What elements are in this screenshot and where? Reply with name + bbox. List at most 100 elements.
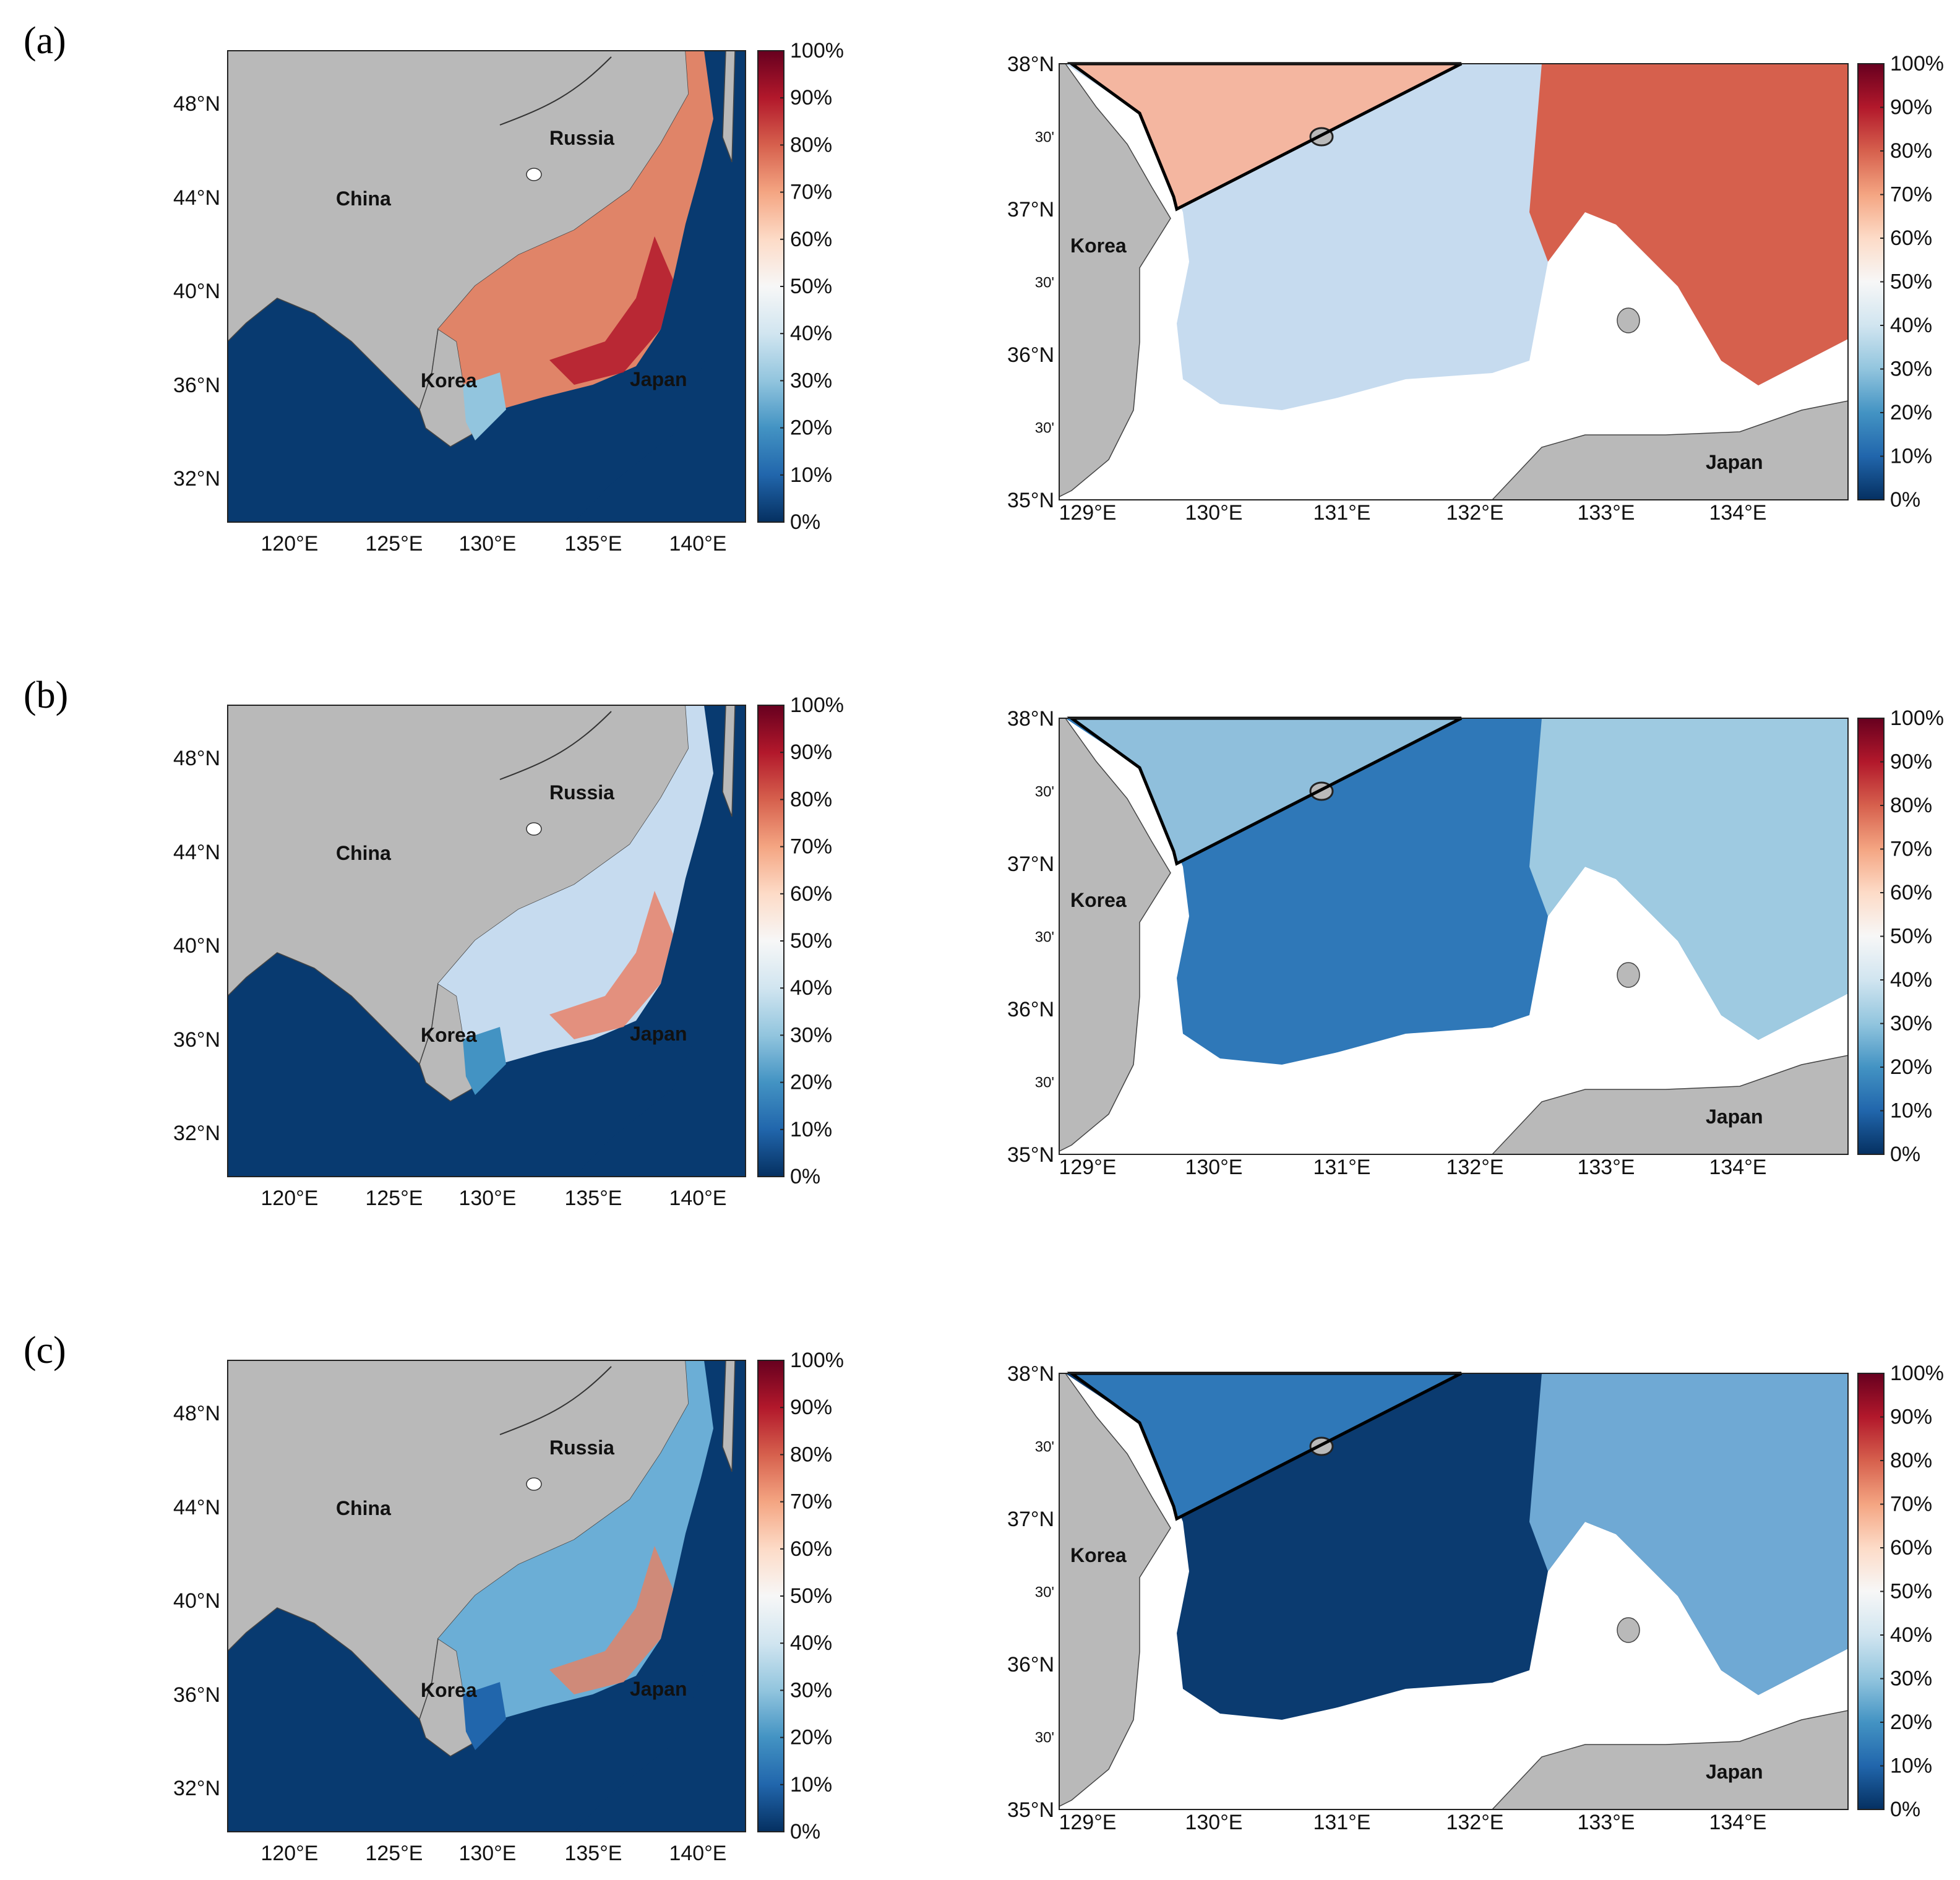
overview-lon-tick: 140°E: [669, 1842, 726, 1865]
zoom-lat-tick: 37°N: [1007, 1508, 1054, 1531]
zoom-colorbar: [1857, 718, 1885, 1155]
lake-khanka: [526, 168, 542, 181]
zoom-lat-tick: 30': [1035, 929, 1054, 946]
overview-place-china: China: [336, 842, 391, 864]
zoom-frame: [1059, 1373, 1849, 1810]
river-line: [499, 1366, 612, 1435]
zoom-lon-tick: 134°E: [1709, 1156, 1766, 1179]
zoom-colorbar-label: 90%: [1890, 1406, 1932, 1429]
overview-lat-tick: 40°N: [173, 1589, 220, 1613]
zoom-colorbar-label: 70%: [1890, 183, 1932, 207]
overview-colorbar-label: 60%: [790, 228, 832, 251]
overview-colorbar-label: 0%: [790, 510, 820, 534]
panel-label: (a): [24, 20, 66, 62]
zoom-colorbar-label: 30%: [1890, 1012, 1932, 1036]
zoom-colorbar-label: 10%: [1890, 1754, 1932, 1778]
overview-colorbar-label: 80%: [790, 1443, 832, 1466]
overview-colorbar-label: 70%: [790, 1490, 832, 1514]
zoom-colorbar-label: 60%: [1890, 881, 1932, 904]
zoom-colorbar-label: 20%: [1890, 1055, 1932, 1079]
zoom-frame: [1059, 718, 1849, 1155]
east-sea-southwest: [463, 1682, 506, 1750]
overview-colorbar: [757, 1360, 784, 1832]
zoom-lon-tick: 134°E: [1709, 501, 1766, 525]
overview-colorbar-label: 100%: [790, 39, 844, 62]
zoom-east-region: [1529, 718, 1848, 1040]
overview-colorbar-label: 40%: [790, 1631, 832, 1655]
panel-b: (b) Russia China Korea Japan 48°N 44°N 40°N 36°N…: [24, 674, 1944, 1210]
overview-place-russia: Russia: [549, 1436, 614, 1459]
zoom-colorbar-label: 50%: [1890, 925, 1932, 948]
zoom-lon-tick: 131°E: [1313, 1811, 1370, 1834]
overview-colorbar-label: 70%: [790, 835, 832, 859]
zoom-colorbar: [1857, 63, 1885, 500]
overview-place-japan: Japan: [630, 368, 687, 390]
overview-lat-tick: 48°N: [173, 1402, 220, 1425]
overview-lat-tick: 32°N: [173, 467, 220, 491]
zoom-colorbar: [1857, 1373, 1885, 1810]
overview-lon-tick: 120°E: [260, 532, 318, 556]
zoom-lat-tick: 38°N: [1007, 53, 1054, 76]
east-sea-accent: [549, 1546, 673, 1694]
zoom-island-oki: [1617, 1617, 1640, 1643]
overview-colorbar: [757, 705, 784, 1177]
overview-lat-tick: 44°N: [173, 186, 220, 210]
overview-place-china: China: [336, 187, 391, 210]
overview-colorbar-label: 50%: [790, 929, 832, 953]
overview-colorbar: [757, 50, 784, 523]
zoom-colorbar-label: 20%: [1890, 401, 1932, 424]
overview-place-korea: Korea: [421, 1679, 477, 1701]
overview-lon-tick: 135°E: [564, 532, 622, 556]
overview-lat-tick: 44°N: [173, 1496, 220, 1519]
zoom-place-korea: Korea: [1070, 1544, 1127, 1566]
zoom-lat-tick: 30': [1035, 1584, 1054, 1601]
zoom-colorbar-label: 90%: [1890, 96, 1932, 119]
pacific-ocean: [574, 193, 746, 522]
overview-place-korea: Korea: [421, 369, 477, 392]
zoom-lat-tick: 35°N: [1007, 489, 1054, 512]
overview-frame: [227, 705, 746, 1177]
zoom-lon-tick: 130°E: [1185, 501, 1242, 525]
zoom-north-region: [1072, 1373, 1461, 1519]
zoom-colorbar-label: 80%: [1890, 794, 1932, 817]
overview-colorbar-label: 90%: [790, 86, 832, 109]
overview-lon-tick: 130°E: [458, 1842, 516, 1865]
zoom-lat-tick: 30': [1035, 1075, 1054, 1091]
overview-map: Russia China Korea Japan 48°N 44°N 40°N 36°N 32°…: [173, 1360, 746, 1865]
zoom-lon-tick: 129°E: [1059, 501, 1116, 525]
overview-lat-tick: 48°N: [173, 747, 220, 770]
zoom-north-region: [1072, 718, 1461, 864]
overview-place-japan: Japan: [630, 1678, 687, 1700]
zoom-lat-tick: 30': [1035, 1439, 1054, 1456]
zoom-colorbar-label: 80%: [1890, 1449, 1932, 1472]
zoom-lon-tick: 132°E: [1446, 501, 1503, 525]
zoom-map: Korea Japan 38°N 30' 37°N 30' 36°N 30' 35°N129°E…: [1007, 53, 1849, 525]
overview-map: Russia China Korea Japan 48°N 44°N 40°N 36°N 32°…: [173, 51, 746, 556]
zoom-lat-tick: 30': [1035, 129, 1054, 146]
zoom-lon-tick: 133°E: [1577, 1156, 1635, 1179]
zoom-lat-tick: 36°N: [1007, 343, 1054, 367]
panel-label: (b): [24, 674, 68, 716]
zoom-lat-tick: 30': [1035, 275, 1054, 291]
zoom-colorbar-label: 80%: [1890, 139, 1932, 163]
overview-colorbar-label: 0%: [790, 1820, 820, 1844]
overview-place-china: China: [336, 1497, 391, 1519]
overview-map: Russia China Korea Japan 48°N 44°N 40°N 36°N 32°…: [173, 705, 746, 1210]
east-sea-southwest: [463, 372, 506, 440]
overview-lon-tick: 140°E: [669, 1187, 726, 1210]
zoom-north-region: [1072, 64, 1461, 209]
overview-place-korea: Korea: [421, 1024, 477, 1046]
zoom-map: Korea Japan 38°N 30' 37°N 30' 36°N 30' 35°N129°E…: [1007, 1362, 1849, 1834]
zoom-lat-tick: 36°N: [1007, 1653, 1054, 1676]
zoom-place-korea: Korea: [1070, 234, 1127, 257]
zoom-lon-tick: 130°E: [1185, 1811, 1242, 1834]
overview-lat-tick: 48°N: [173, 92, 220, 116]
overview-frame: [227, 50, 746, 523]
east-sea-accent: [549, 236, 673, 385]
zoom-colorbar-label: 40%: [1890, 968, 1932, 992]
east-sea-accent: [549, 891, 673, 1039]
zoom-lon-tick: 130°E: [1185, 1156, 1242, 1179]
zoom-lat-tick: 37°N: [1007, 198, 1054, 221]
overview-place-russia: Russia: [549, 127, 614, 149]
zoom-lon-tick: 133°E: [1577, 501, 1635, 525]
